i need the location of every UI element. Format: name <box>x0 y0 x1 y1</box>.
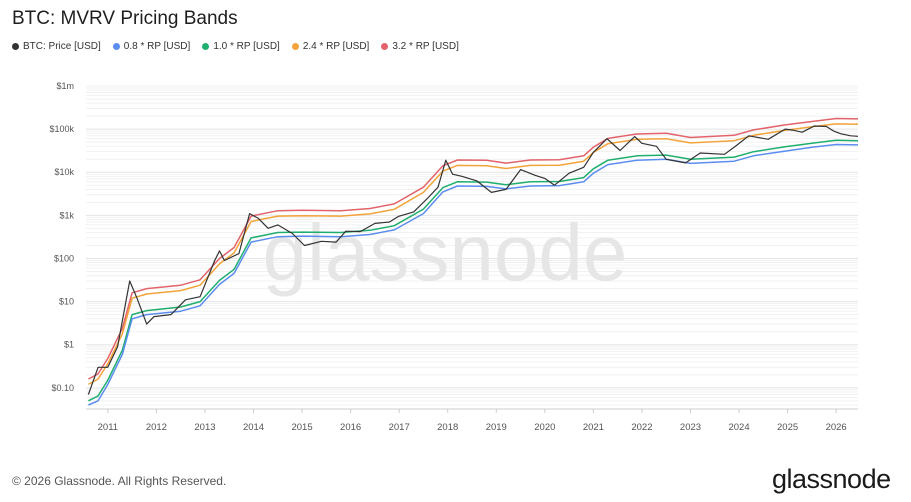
legend-label-rp24: 2.4 * RP [USD] <box>302 41 370 52</box>
x-tick-label: 2022 <box>631 422 652 433</box>
y-tick-label: $1m <box>56 81 74 91</box>
legend-dot-rp08 <box>112 43 120 50</box>
legend-dot-rp24 <box>291 43 299 50</box>
legend-item-rp08[interactable]: 0.8 * RP [USD] <box>112 41 191 52</box>
x-tick-label: 2019 <box>486 422 507 433</box>
y-tick-label: $0.10 <box>51 383 74 393</box>
x-tick-label: 2013 <box>194 422 215 433</box>
legend-label-rp32: 3.2 * RP [USD] <box>392 41 459 52</box>
x-tick-label: 2014 <box>243 422 264 433</box>
y-tick-label: $1k <box>59 210 74 220</box>
grid-lines <box>86 85 858 406</box>
x-tick-label: 2024 <box>728 422 749 433</box>
x-tick-label: 2015 <box>291 422 312 433</box>
y-tick-label: $100k <box>49 124 74 134</box>
series-line-rp08[interactable] <box>88 143 859 406</box>
x-tick-label: 2025 <box>777 422 798 433</box>
y-tick-label: $10 <box>59 297 74 307</box>
legend: BTC: Price [USD] 0.8 * RP [USD] 1.0 * RP… <box>12 41 459 52</box>
legend-dot-rp32 <box>381 43 389 50</box>
x-tick-label: 2016 <box>340 422 361 433</box>
series-line-price[interactable] <box>87 125 859 395</box>
y-tick-label: $1 <box>64 340 74 350</box>
glassnode-logo[interactable]: glassnode <box>772 464 891 494</box>
x-tick-label: 2023 <box>680 422 701 433</box>
y-tick-label: $10k <box>54 167 74 177</box>
legend-label-rp08: 0.8 * RP [USD] <box>123 41 191 52</box>
x-tick-label: 2026 <box>826 422 847 433</box>
x-tick-label: 2020 <box>534 422 555 433</box>
legend-item-rp32[interactable]: 3.2 * RP [USD] <box>381 41 459 52</box>
legend-label-rp10: 1.0 * RP [USD] <box>213 41 280 52</box>
x-axis: 2011 2012 2013 2014 2015 2016 2017 2018 2019 2020… <box>86 408 858 433</box>
chart-canvas: glassnode $0.10$1$10$100$1k$10k$100k$1m … <box>49 81 859 433</box>
x-tick-label: 2012 <box>146 422 167 433</box>
x-tick-label: 2011 <box>98 422 118 433</box>
x-tick-label: 2021 <box>583 422 604 433</box>
legend-item-price[interactable]: BTC: Price [USD] <box>12 41 101 52</box>
legend-dot-price <box>12 43 19 50</box>
series-line-rp10[interactable] <box>88 139 859 402</box>
legend-item-rp24[interactable]: 2.4 * RP [USD] <box>291 41 370 52</box>
legend-item-rp10[interactable]: 1.0 * RP [USD] <box>202 41 280 52</box>
legend-dot-rp10 <box>202 43 210 50</box>
watermark: glassnode <box>263 208 628 297</box>
series-line-rp32[interactable] <box>88 117 859 380</box>
y-tick-label: $100 <box>54 253 74 263</box>
series-lines <box>87 117 859 406</box>
x-tick-label: 2017 <box>389 422 410 433</box>
y-axis: $0.10 $1 $10 $100 $1k $10k $100k $1m <box>49 81 74 393</box>
legend-label-price: BTC: Price [USD] <box>23 41 101 52</box>
copyright-text: © 2026 Glassnode. All Rights Reserved. <box>12 474 227 488</box>
x-tick-label: 2018 <box>437 422 458 433</box>
chart-title: BTC: MVRV Pricing Bands <box>12 8 238 29</box>
